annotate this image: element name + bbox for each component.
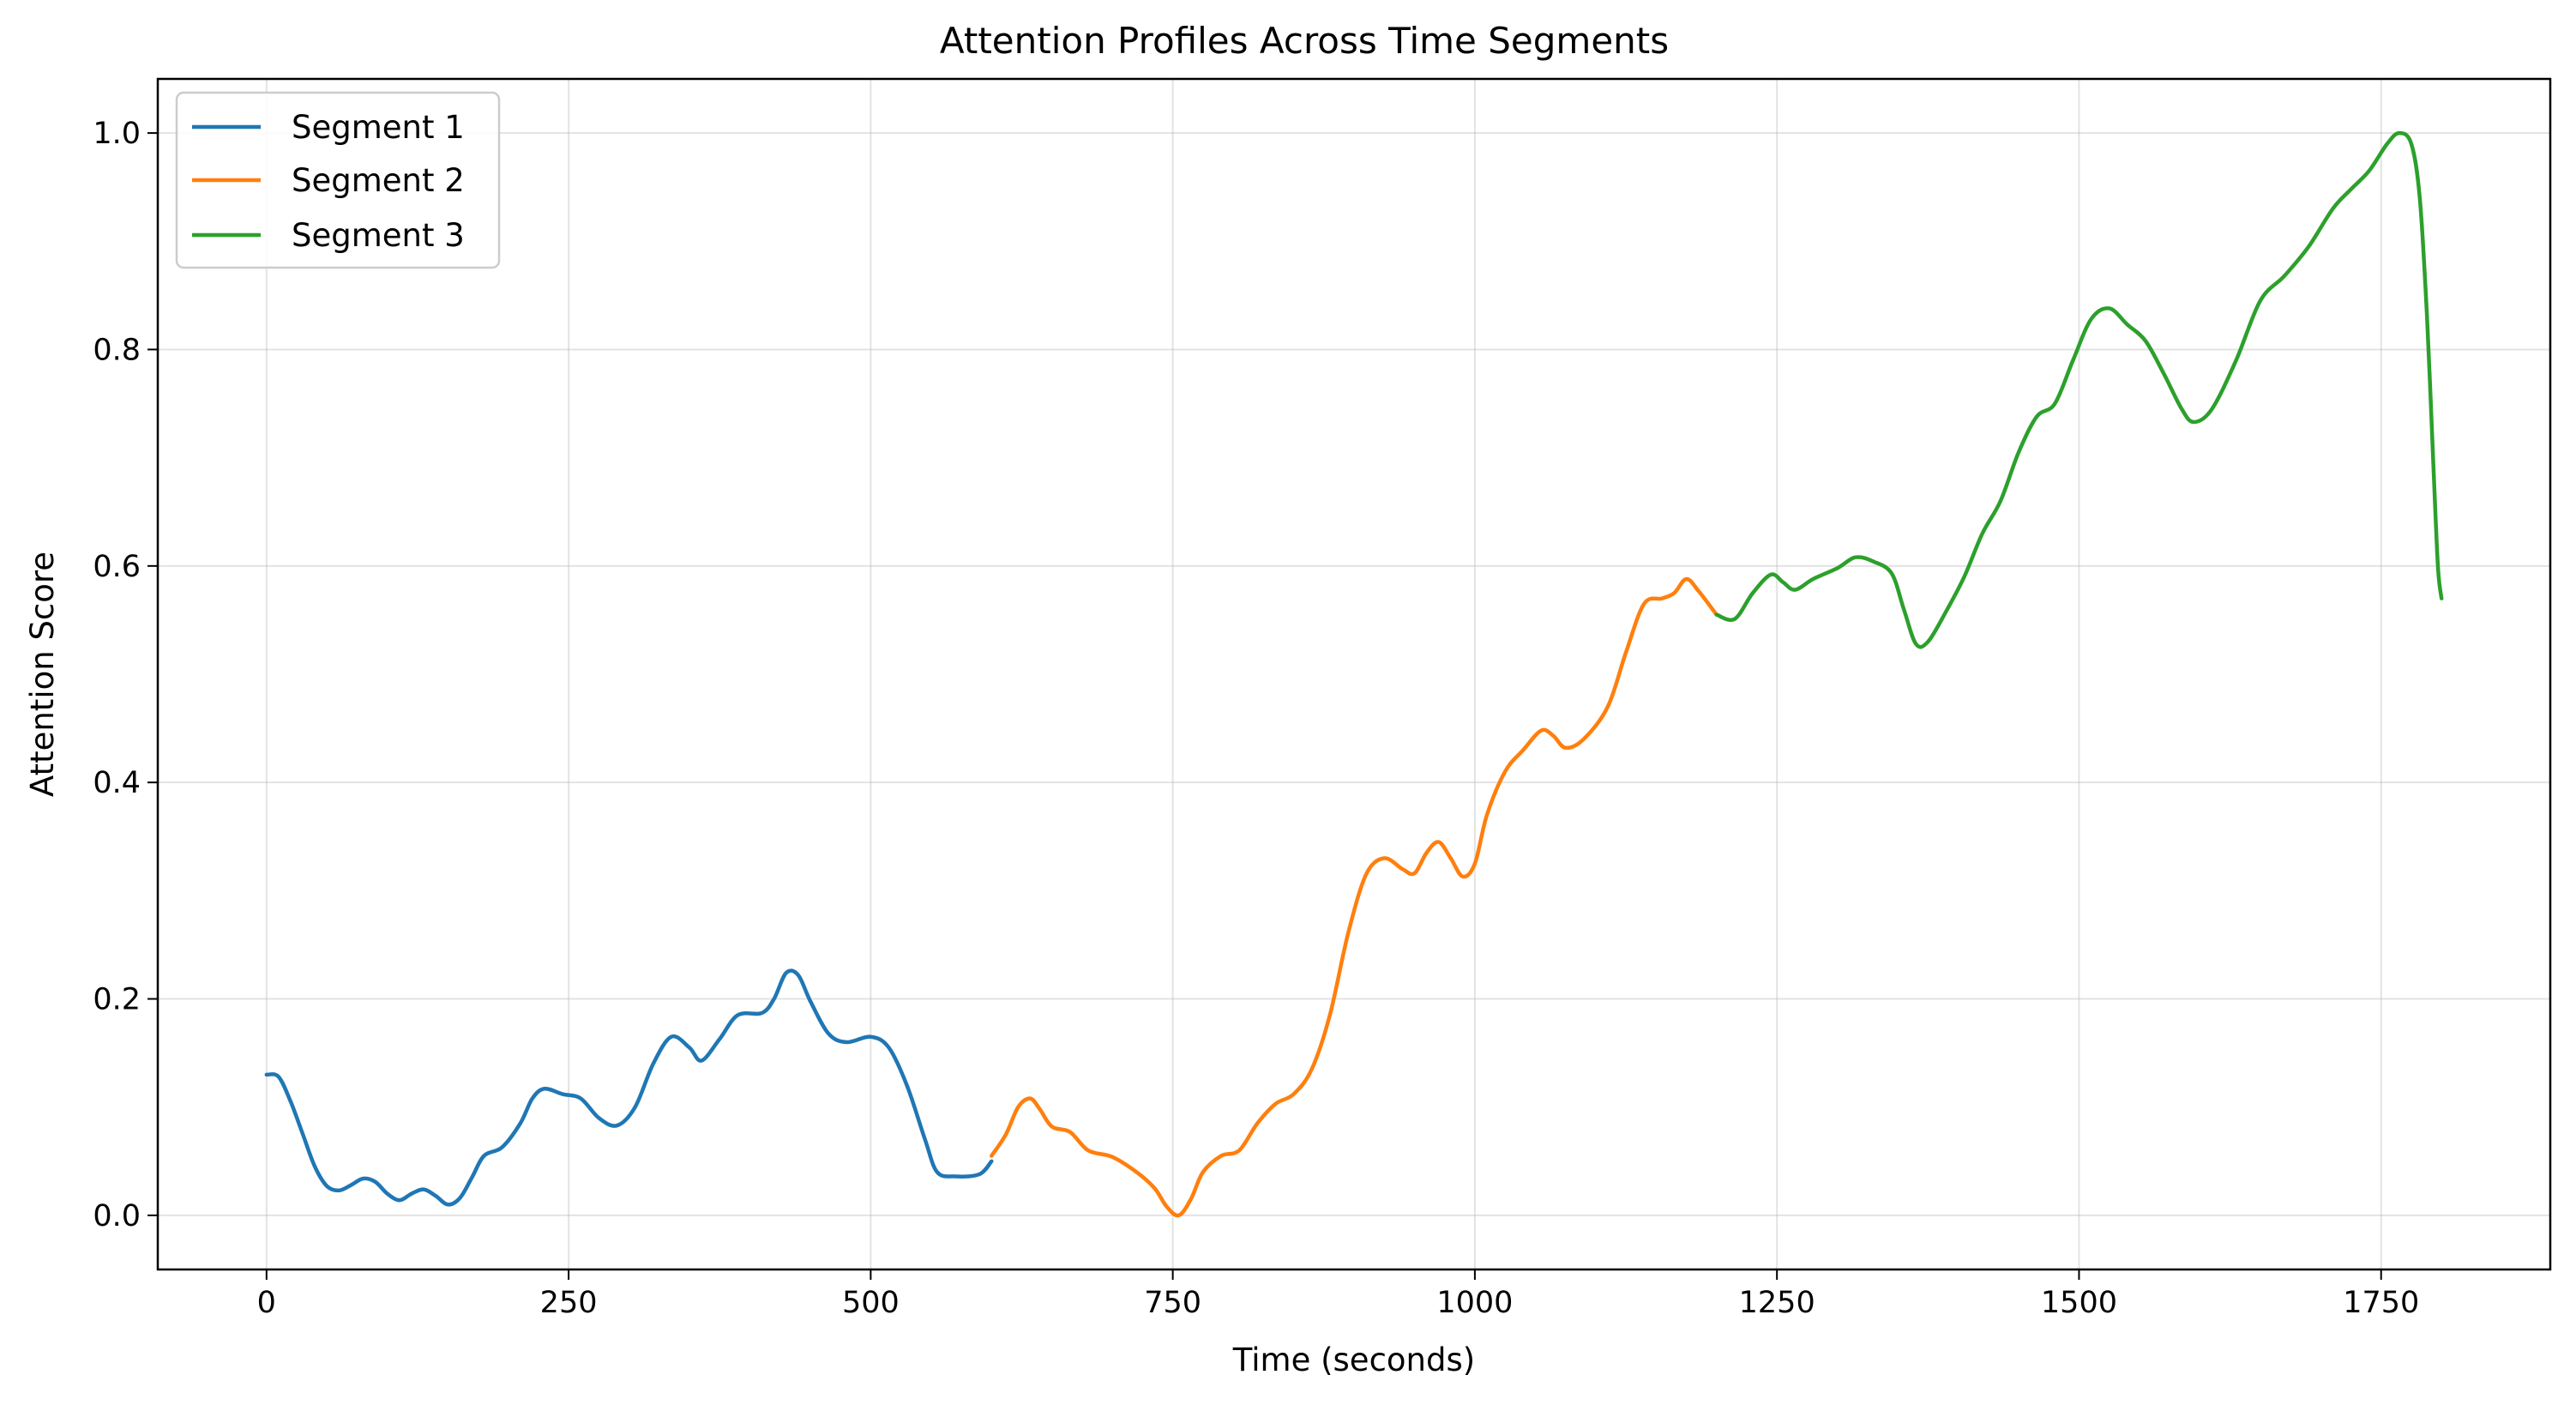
x-axis-ticks: 0 250 500 750 1000 1250 1500 1750 [257,1269,2419,1320]
x-tick-label: 250 [540,1286,598,1320]
y-tick-label: 1.0 [93,117,141,151]
x-axis-label: Time (seconds) [1232,1342,1475,1378]
series-lines [264,130,2444,1218]
series-line-segment-2 [990,576,1718,1218]
x-tick-label: 1500 [2041,1286,2117,1320]
y-axis-ticks: 0.0 0.2 0.4 0.6 0.8 1.0 [93,117,158,1233]
legend-label-segment-3: Segment 3 [292,217,465,254]
grid-lines [158,79,2550,1269]
plot-frame [156,77,2552,1271]
x-tick-label: 1000 [1436,1286,1513,1320]
x-tick-label: 1750 [2343,1286,2419,1320]
x-tick-label: 750 [1144,1286,1201,1320]
y-tick-label: 0.8 [93,333,141,367]
y-tick-label: 0.2 [93,983,141,1017]
series-line-segment-3 [1714,130,2444,649]
x-tick-label: 0 [257,1286,276,1320]
legend-box [175,91,501,269]
legend-label-segment-2: Segment 2 [292,162,465,199]
series-line-segment-1 [264,968,994,1207]
legend: Segment 1 Segment 2 Segment 3 [175,91,501,269]
x-tick-label: 500 [842,1286,900,1320]
legend-label-segment-1: Segment 1 [292,109,465,146]
x-tick-label: 1250 [1739,1286,1815,1320]
y-tick-label: 0.4 [93,766,141,800]
y-axis-label: Attention Score [24,552,61,797]
y-tick-label: 0.0 [93,1199,141,1233]
chart-title: Attention Profiles Across Time Segments [940,20,1669,62]
y-tick-label: 0.6 [93,550,141,584]
